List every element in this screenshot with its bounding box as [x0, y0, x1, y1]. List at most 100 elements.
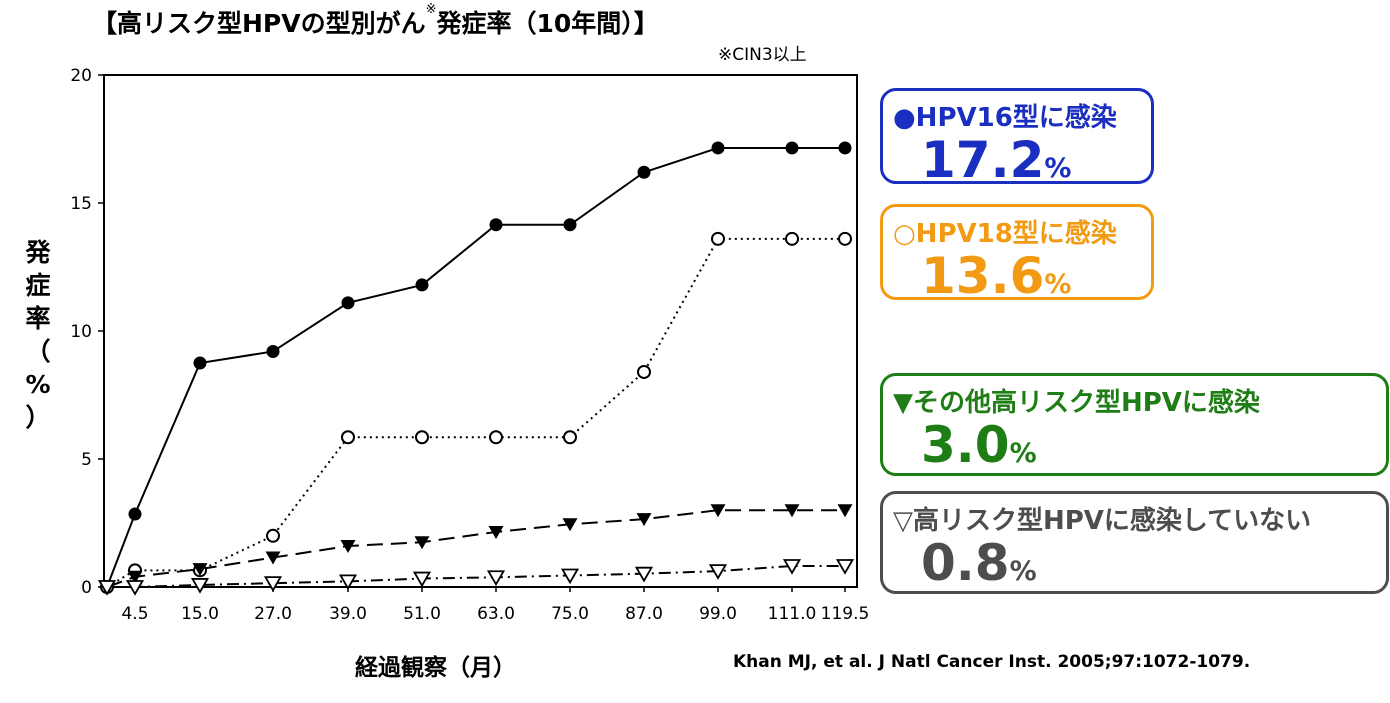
- filled-triangle-marker: [562, 518, 578, 532]
- legend-number: 17.2: [921, 131, 1045, 189]
- y-axis-label-char: 症: [25, 271, 51, 300]
- y-tick-label: 10: [70, 322, 92, 342]
- open-triangle-marker: [782, 559, 802, 575]
- open-triangle-marker: [486, 570, 506, 587]
- x-tick-label: 119.5: [821, 604, 870, 624]
- legend-number: 3.0: [921, 416, 1010, 474]
- legend-label: ▽高リスク型HPVに感染していない: [893, 506, 1312, 536]
- legend-value: 0.8%: [921, 538, 1037, 588]
- filled-circle-marker: [637, 165, 651, 179]
- filled-circle-marker: [563, 218, 577, 232]
- series-markers: [97, 141, 855, 596]
- x-tick-label: 15.0: [181, 604, 219, 624]
- filled-circle-marker: [266, 344, 280, 358]
- filled-triangle-marker: [340, 540, 356, 554]
- legend-label: ●HPV16型に感染: [893, 103, 1117, 133]
- legend-unit: %: [1044, 269, 1072, 300]
- x-tick-label: 27.0: [254, 604, 292, 624]
- legend-unit: %: [1009, 438, 1037, 469]
- open-circle-marker: [711, 231, 725, 246]
- filled-circle-marker: [838, 141, 852, 155]
- y-axis-label: 発 症 率 （ % ）: [20, 236, 56, 434]
- series-line-2: [106, 237, 845, 588]
- open-circle-marker: [785, 231, 799, 246]
- title-note-mark: ※: [425, 2, 437, 17]
- x-tick-label: 39.0: [329, 604, 367, 624]
- legend-box-other-high-risk: ▼その他高リスク型HPVに感染 3.0%: [880, 373, 1389, 476]
- filled-circle-marker: [341, 296, 355, 310]
- y-axis-label-char: 率: [25, 304, 51, 333]
- open-triangle-marker: [97, 580, 117, 596]
- filled-triangle-marker: [837, 504, 853, 518]
- filled-triangle-marker: [192, 563, 208, 577]
- y-tick-label: 0: [81, 578, 92, 598]
- x-tick-label: 87.0: [625, 604, 663, 624]
- open-triangle-marker: [708, 564, 728, 580]
- open-triangle-marker: [263, 576, 283, 592]
- filled-triangle-marker: [710, 504, 726, 518]
- filled-triangle-marker: [127, 570, 143, 584]
- filled-triangle-marker: [265, 551, 281, 565]
- x-tick-label: 99.0: [699, 604, 737, 624]
- x-tick-label: 4.5: [121, 604, 148, 624]
- plot-frame: [103, 74, 858, 588]
- x-tick-label: 51.0: [403, 604, 441, 624]
- open-triangle-marker: [634, 566, 654, 583]
- y-axis-label-char: ）: [25, 403, 51, 432]
- filled-triangle-marker: [414, 536, 430, 550]
- filled-triangle-marker: [784, 504, 800, 518]
- legend-unit: %: [1044, 153, 1072, 184]
- open-circle-marker: [563, 430, 577, 445]
- x-axis-label: 経過観察（月）: [355, 655, 516, 681]
- legend-box-hpv18: ○HPV18型に感染 13.6%: [880, 204, 1154, 301]
- x-tick-label: 63.0: [477, 604, 515, 624]
- filled-circle-marker: [128, 507, 142, 521]
- title-main: 【高リスク型HPVの型別がん: [92, 9, 426, 38]
- y-axis-label-char: （: [25, 337, 51, 366]
- series-line-4: [107, 565, 845, 588]
- y-axis-label-char: 発: [25, 238, 51, 267]
- filled-circle-marker: [711, 141, 725, 155]
- filled-triangle-marker: [636, 513, 652, 527]
- x-axis-ticks: 4.5 15.0 27.0 39.0 51.0 63.0 75.0 87.0 99.0 111.0…: [121, 587, 869, 624]
- open-circle-marker: [415, 430, 429, 445]
- filled-triangle-marker: [488, 525, 504, 539]
- legend-label: ○HPV18型に感染: [893, 219, 1117, 249]
- legend-number: 0.8: [921, 534, 1010, 592]
- y-tick-label: 20: [70, 66, 92, 86]
- open-triangle-marker: [835, 559, 855, 575]
- x-tick-label: 75.0: [551, 604, 589, 624]
- open-triangle-marker: [338, 574, 358, 591]
- y-axis-ticks: 0 5 10 15 20: [70, 66, 104, 598]
- x-tick-label: 111.0: [768, 604, 817, 624]
- series-line-1: [106, 146, 845, 588]
- open-triangle-marker: [125, 580, 145, 596]
- filled-circle-marker: [785, 141, 799, 155]
- filled-circle-marker: [415, 278, 429, 292]
- source-citation: Khan MJ, et al. J Natl Cancer Inst. 2005…: [733, 652, 1251, 672]
- legend-label: ▼その他高リスク型HPVに感染: [893, 388, 1260, 418]
- open-triangle-marker: [412, 571, 432, 588]
- open-triangle-marker: [560, 568, 580, 585]
- series-lines: [106, 146, 845, 588]
- open-circle-marker: [489, 430, 503, 445]
- footnote-cin3: ※CIN3以上: [718, 45, 807, 65]
- legend-number: 13.6: [921, 247, 1045, 305]
- legend-value: 17.2%: [921, 135, 1071, 185]
- open-circle-marker: [266, 528, 280, 543]
- filled-circle-marker: [193, 356, 207, 370]
- open-circle-marker: [637, 364, 651, 379]
- y-tick-label: 15: [70, 194, 92, 214]
- legend-box-hpv16: ●HPV16型に感染 17.2%: [880, 88, 1154, 185]
- series-line-3: [106, 509, 845, 588]
- legend-unit: %: [1009, 556, 1037, 587]
- open-circle-marker: [838, 231, 852, 246]
- filled-circle-marker: [489, 218, 503, 232]
- legend-value: 13.6%: [921, 251, 1071, 301]
- legend-box-no-infection: ▽高リスク型HPVに感染していない 0.8%: [880, 491, 1389, 594]
- open-circle-marker: [341, 430, 355, 445]
- y-axis-label-char: %: [25, 370, 51, 399]
- legend-value: 3.0%: [921, 420, 1037, 470]
- open-triangle-marker: [190, 578, 210, 594]
